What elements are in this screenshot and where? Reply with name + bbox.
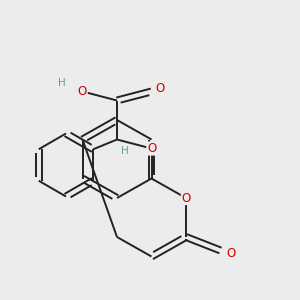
Text: H: H [58,77,65,88]
Text: H: H [121,146,128,157]
Text: O: O [226,247,236,260]
Text: O: O [147,142,156,155]
Text: O: O [182,191,190,205]
Text: O: O [78,85,87,98]
Text: O: O [156,82,165,95]
